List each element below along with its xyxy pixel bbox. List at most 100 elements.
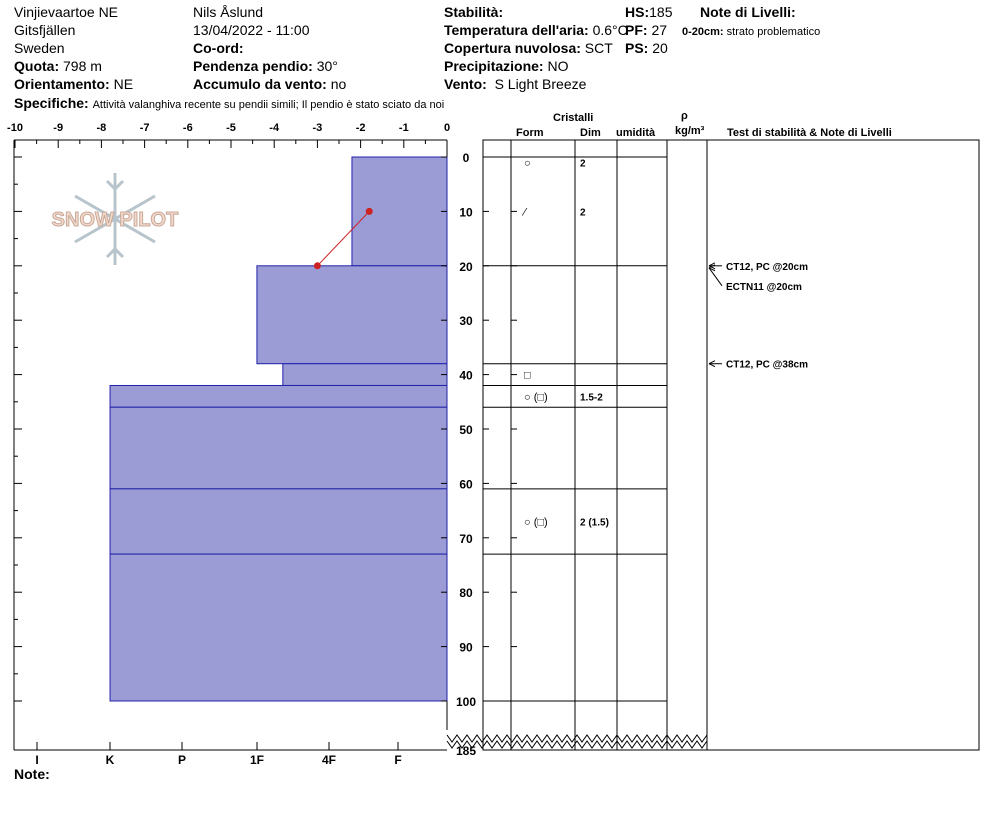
hardness-layer-bar — [256, 265, 448, 365]
ps-value: 20 — [652, 40, 668, 56]
temp-tick-label: -8 — [97, 122, 107, 134]
hs-label: HS: — [625, 4, 650, 20]
depth-tick-label: 30 — [459, 314, 473, 328]
wind-field: Vento: S Light Breeze — [444, 76, 586, 92]
temp-tick-label: -7 — [140, 122, 150, 134]
depth-tick-label: 60 — [459, 477, 473, 491]
crystal-size: 2 (1.5) — [580, 517, 609, 528]
wind-label: Vento: — [444, 76, 487, 92]
col-dim: Dim — [580, 127, 601, 139]
hardness-layer-bar — [282, 363, 448, 386]
temp-point — [365, 207, 373, 215]
col-tests: Test di stabilità & Note di Livelli — [727, 127, 892, 139]
temp-tick-label: 0 — [444, 122, 450, 134]
pf-field: PF: 27 — [625, 22, 667, 38]
crystal-form: ○ — [524, 157, 531, 169]
observer-name: Nils Åslund — [193, 4, 264, 20]
observation-datetime: 13/04/2022 - 11:00 — [193, 22, 310, 38]
crystal-size: 2 — [580, 158, 586, 169]
air-temp-field: Temperatura dell'aria: 0.6°C — [444, 22, 628, 38]
layer-notes-label: Note di Livelli: — [700, 4, 796, 20]
ps-field: PS: 20 — [625, 40, 668, 56]
depth-tick-label: 100 — [456, 695, 476, 709]
crystal-form: ⁄ — [521, 206, 528, 218]
crystal-form: ○ (□) — [524, 391, 548, 403]
cloud-field: Copertura nuvolosa: SCT — [444, 40, 613, 56]
wind-load-value: no — [330, 76, 347, 92]
depth-tick-label: 90 — [459, 641, 473, 655]
hs-value: 185 — [649, 4, 673, 20]
wind-value: S Light Breeze — [494, 76, 587, 92]
range-name: Gitsfjällen — [14, 22, 76, 38]
pf-value: 27 — [651, 22, 668, 38]
hardness-tick-label: P — [178, 753, 186, 767]
hardness-layer-bar — [109, 553, 448, 702]
temp-tick-label: -2 — [356, 122, 366, 134]
specifics-text: Attività valanghiva recente su pendii si… — [92, 99, 445, 111]
hs-field: HS:185 — [625, 4, 672, 20]
depth-tick-label: 0 — [463, 151, 470, 165]
specifics-field: Specifiche: Attività valanghiva recente … — [14, 95, 444, 113]
hardness-tick-label: I — [35, 753, 38, 767]
temp-tick-label: -9 — [53, 122, 63, 134]
col-cristalli: Cristalli — [553, 112, 594, 124]
wind-load-field: Accumulo da vento: no — [193, 76, 346, 92]
crystal-size: 2 — [580, 207, 586, 218]
depth-tick-label: 20 — [459, 260, 473, 274]
stability-test-label: ECTN11 @20cm — [726, 282, 802, 293]
layer-notes-entry: 0-20cm: strato problematico — [682, 24, 820, 40]
pf-label: PF: — [625, 22, 648, 38]
hardness-tick-label: K — [106, 753, 115, 767]
layers-table-frame — [482, 139, 980, 751]
cloud-label: Copertura nuvolosa: — [444, 40, 581, 56]
col-rho: ρ — [681, 110, 688, 122]
precip-value: NO — [547, 58, 569, 74]
temp-tick-label: -4 — [269, 122, 280, 134]
cloud-value: SCT — [584, 40, 613, 56]
crystal-size: 1.5-2 — [580, 392, 603, 403]
orientation-value: NE — [113, 76, 134, 92]
hardness-layer-bar — [109, 488, 448, 555]
precip-field: Precipitazione: NO — [444, 58, 568, 74]
temp-tick-label: -1 — [399, 122, 409, 134]
temp-point — [313, 262, 321, 270]
quota-label: Quota: — [14, 58, 60, 74]
test-arrow-head — [708, 360, 716, 368]
country-name: Sweden — [14, 40, 65, 56]
hardness-tick-label: 1F — [250, 753, 264, 767]
slope-label: Pendenza pendio: — [193, 58, 313, 74]
note-label: Note: — [14, 766, 50, 782]
air-temp-label: Temperatura dell'aria: — [444, 22, 589, 38]
temp-profile-line — [317, 211, 370, 267]
layer-notes-depth: 0-20cm: — [682, 26, 724, 38]
axis-break-zigzag — [446, 734, 708, 743]
depth-tick-label: 80 — [459, 586, 473, 600]
slope-field: Pendenza pendio: 30° — [193, 58, 338, 74]
ps-label: PS: — [625, 40, 649, 56]
orientation-field: Orientamento: NE — [14, 76, 133, 92]
slope-value: 30° — [316, 58, 338, 74]
layer-notes-text: strato problematico — [726, 26, 821, 38]
hardness-layer-bar — [109, 406, 448, 490]
depth-tick-label: 10 — [459, 205, 473, 219]
col-rho-unit: kg/m³ — [675, 125, 705, 137]
specifics-label: Specifiche: — [14, 95, 89, 111]
test-arrow-head — [708, 262, 716, 270]
quota-field: Quota: 798 m — [14, 58, 102, 74]
coord-label: Co-ord: — [193, 40, 244, 56]
stability-test-label: CT12, PC @38cm — [726, 360, 808, 371]
test-arrow-head — [708, 264, 716, 272]
stability-test-label: CT12, PC @20cm — [726, 262, 808, 273]
hardness-layer-bar — [109, 384, 448, 408]
col-umidita: umidità — [616, 127, 656, 139]
temp-tick-label: -6 — [183, 122, 193, 134]
hardness-tick-label: 4F — [322, 753, 336, 767]
hardness-tick-label: F — [394, 753, 401, 767]
crystal-form: □ — [524, 370, 531, 382]
temp-tick-label: -5 — [226, 122, 236, 134]
depth-tick-label: 50 — [459, 423, 473, 437]
depth-tick-label: 70 — [459, 532, 473, 546]
quota-value: 798 m — [63, 58, 102, 74]
crystal-form: ○ (□) — [524, 516, 548, 528]
